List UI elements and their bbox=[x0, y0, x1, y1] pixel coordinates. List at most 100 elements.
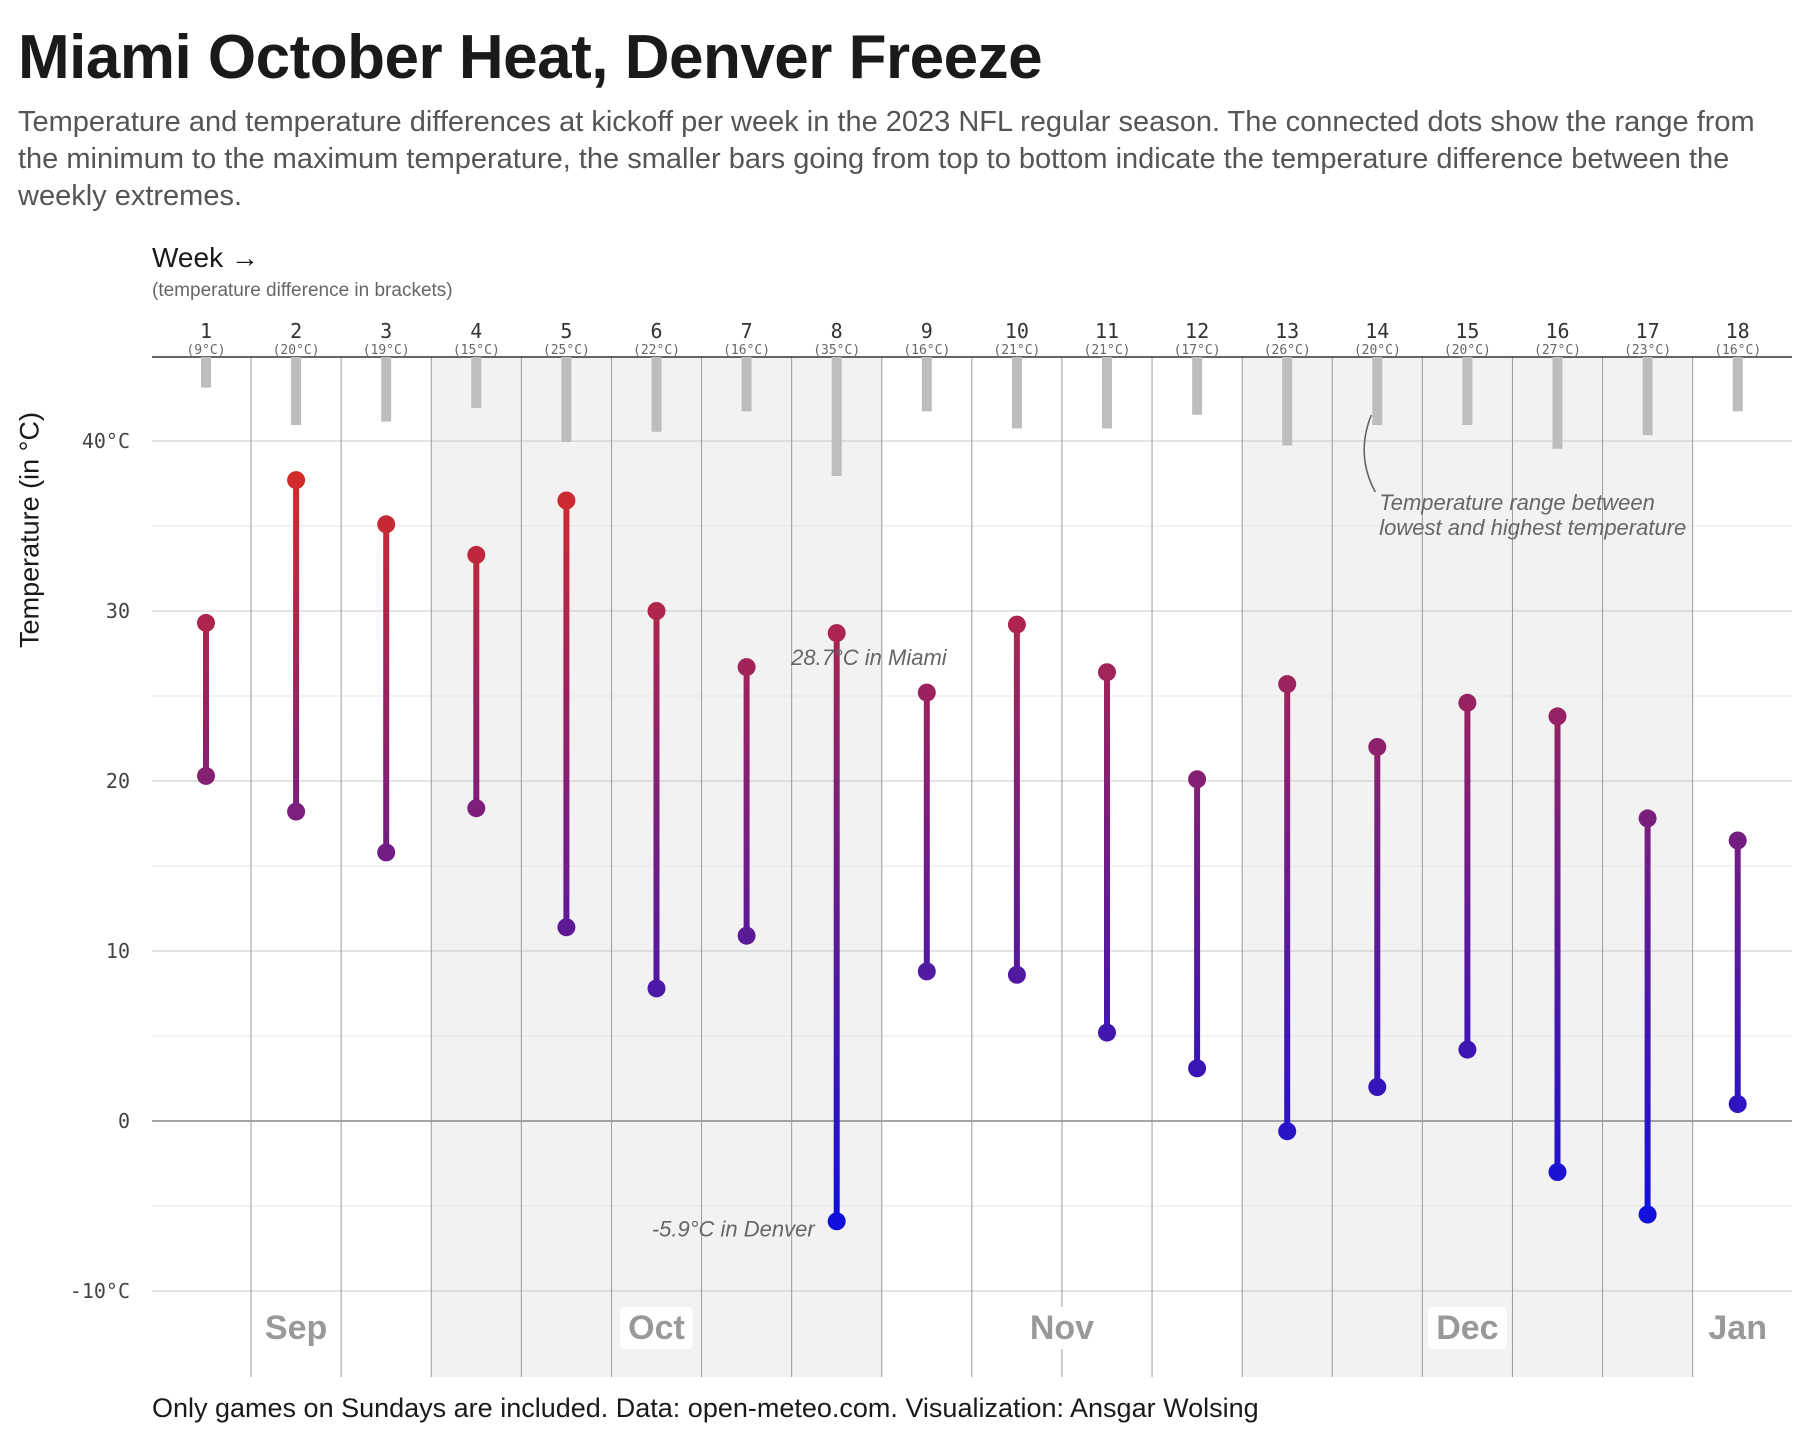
shaded-week-band bbox=[431, 357, 522, 1377]
diff-bar bbox=[201, 357, 211, 388]
chart-subtitle: Temperature and temperature differences … bbox=[18, 106, 1755, 212]
min-temp-point bbox=[1188, 1059, 1207, 1078]
diff-bar bbox=[1282, 357, 1293, 446]
y-tick-label: 20 bbox=[106, 769, 130, 793]
month-label-bg bbox=[1700, 1307, 1775, 1349]
chart-caption: Only games on Sundays are included. Data… bbox=[152, 1393, 1259, 1423]
diff-label: (16°C) bbox=[1714, 343, 1761, 358]
min-temp-point bbox=[1548, 1163, 1567, 1181]
diff-label: (22°C) bbox=[633, 343, 680, 358]
max-temp-point bbox=[1458, 693, 1477, 712]
diff-label: (35°C) bbox=[813, 343, 860, 358]
month-label-bg bbox=[1021, 1307, 1103, 1349]
week-number-label: 2 bbox=[290, 319, 302, 343]
y-tick-label: 0 bbox=[118, 1109, 130, 1133]
annotation-range-note: lowest and highest temperature bbox=[1379, 515, 1686, 540]
min-temp-point bbox=[737, 926, 756, 945]
month-label-bg bbox=[1428, 1307, 1507, 1349]
max-temp-point bbox=[467, 545, 486, 564]
min-temp-point bbox=[1368, 1078, 1387, 1096]
min-temp-point bbox=[1638, 1205, 1657, 1224]
week-number-label: 8 bbox=[831, 319, 843, 343]
week-number-label: 1 bbox=[200, 319, 212, 343]
week-number-label: 15 bbox=[1455, 319, 1479, 343]
diff-bar bbox=[381, 357, 392, 422]
month-label: Oct bbox=[628, 1309, 685, 1347]
min-temp-point bbox=[1458, 1040, 1477, 1059]
diff-label: (9°C) bbox=[186, 343, 225, 358]
min-temp-point bbox=[1728, 1095, 1747, 1113]
min-temp-point bbox=[287, 802, 306, 821]
week-number-label: 11 bbox=[1095, 319, 1119, 343]
min-temp-point bbox=[467, 799, 486, 818]
annotation-arrow bbox=[1363, 414, 1377, 493]
diff-label: (21°C) bbox=[993, 343, 1040, 358]
week-number-label: 7 bbox=[741, 319, 753, 343]
diff-label: (23°C) bbox=[1624, 343, 1671, 358]
y-tick-label: 40°C bbox=[82, 429, 130, 453]
week-axis-note: (temperature difference in brackets) bbox=[152, 280, 453, 301]
annotation-miami: 28.7°C in Miami bbox=[790, 645, 948, 670]
diff-bar bbox=[1642, 357, 1653, 436]
max-temp-point bbox=[827, 624, 846, 643]
diff-label: (16°C) bbox=[723, 343, 770, 358]
week-number-label: 14 bbox=[1365, 319, 1389, 343]
week-number-label: 3 bbox=[380, 319, 392, 343]
y-tick-label: 30 bbox=[106, 599, 130, 623]
chart-title: Miami October Heat, Denver Freeze bbox=[18, 23, 1043, 92]
max-temp-point bbox=[917, 683, 936, 702]
month-label-bg bbox=[620, 1307, 693, 1349]
diff-label: (21°C) bbox=[1084, 343, 1131, 358]
month-label-bg bbox=[256, 1307, 336, 1349]
annotation-denver: -5.9°C in Denver bbox=[652, 1216, 817, 1241]
diff-bar bbox=[1102, 357, 1112, 429]
diff-label: (20°C) bbox=[1444, 343, 1491, 358]
max-temp-point bbox=[737, 658, 756, 677]
min-temp-point bbox=[917, 962, 936, 981]
max-temp-point bbox=[1007, 615, 1026, 634]
y-tick-label: 10 bbox=[106, 939, 130, 963]
week-number-label: 16 bbox=[1545, 319, 1569, 343]
min-temp-point bbox=[1098, 1023, 1116, 1042]
min-temp-point bbox=[1007, 965, 1026, 984]
month-label: Jan bbox=[1708, 1309, 1767, 1347]
max-temp-point bbox=[1728, 831, 1747, 850]
diff-label: (19°C) bbox=[363, 343, 410, 358]
max-temp-point bbox=[1638, 809, 1657, 828]
week-number-label: 18 bbox=[1726, 319, 1750, 343]
diff-label: (20°C) bbox=[1354, 343, 1401, 358]
diff-bar bbox=[1192, 357, 1203, 415]
min-temp-point bbox=[1278, 1122, 1297, 1141]
week-number-label: 5 bbox=[560, 319, 572, 343]
diff-bar bbox=[1732, 357, 1743, 412]
week-axis-label: Week → bbox=[152, 242, 259, 273]
diff-bar bbox=[291, 357, 302, 425]
week-number-label: 17 bbox=[1636, 319, 1660, 343]
week-number-label: 12 bbox=[1185, 319, 1209, 343]
month-label: Sep bbox=[265, 1309, 327, 1347]
min-temp-point bbox=[197, 766, 215, 785]
max-temp-point bbox=[1278, 675, 1297, 694]
diff-label: (26°C) bbox=[1264, 343, 1311, 358]
diff-label: (15°C) bbox=[453, 343, 500, 358]
diff-label: (27°C) bbox=[1534, 343, 1581, 358]
y-tick-label: -10°C bbox=[70, 1279, 130, 1303]
diff-label: (20°C) bbox=[273, 343, 320, 358]
max-temp-point bbox=[287, 471, 306, 490]
min-temp-point bbox=[377, 843, 396, 862]
min-temp-point bbox=[557, 918, 576, 937]
week-number-label: 4 bbox=[470, 319, 482, 343]
month-label: Dec bbox=[1436, 1309, 1498, 1347]
annotation-range-note: Temperature range between bbox=[1379, 490, 1655, 515]
month-label: Nov bbox=[1030, 1309, 1094, 1347]
diff-bar bbox=[651, 357, 662, 432]
diff-bar bbox=[741, 357, 752, 412]
diff-label: (25°C) bbox=[543, 343, 590, 358]
week-number-label: 9 bbox=[921, 319, 933, 343]
diff-bar bbox=[1462, 357, 1473, 425]
diff-label: (16°C) bbox=[903, 343, 950, 358]
min-temp-point bbox=[827, 1212, 846, 1231]
max-temp-point bbox=[557, 491, 576, 510]
diff-bar bbox=[921, 357, 932, 412]
week-number-label: 6 bbox=[650, 319, 662, 343]
